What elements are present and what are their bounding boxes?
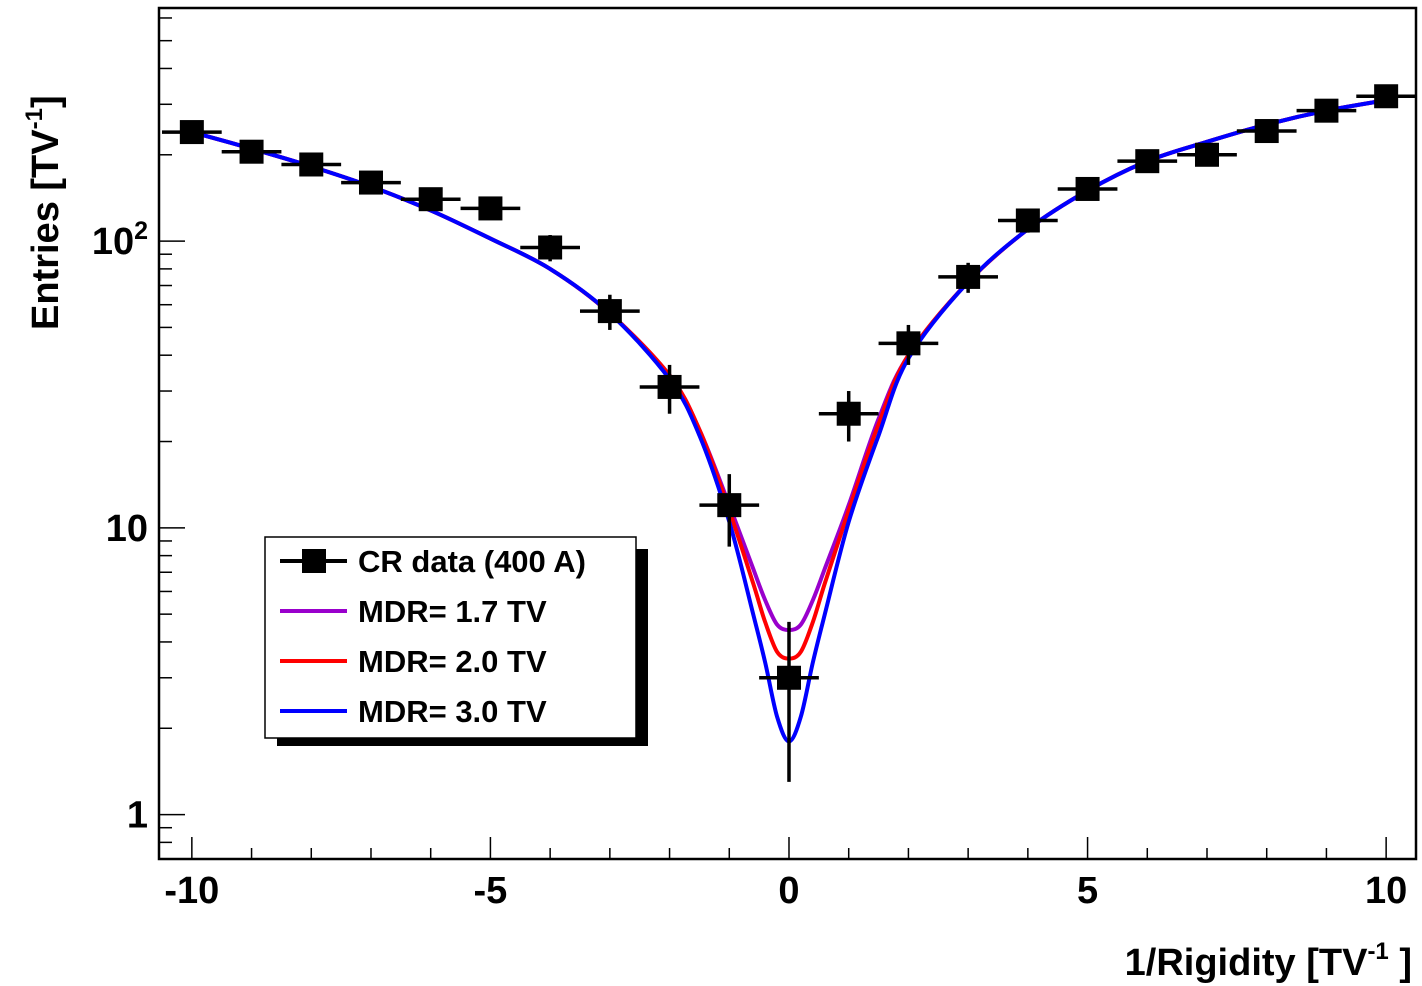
square-marker xyxy=(836,401,861,426)
square-marker xyxy=(1194,142,1219,167)
legend-label: CR data (400 A) xyxy=(358,544,586,579)
square-marker xyxy=(1015,208,1040,233)
data-point xyxy=(997,208,1058,233)
data-point xyxy=(281,152,342,177)
data-point xyxy=(818,391,879,442)
data-points xyxy=(161,84,1416,782)
data-point xyxy=(221,139,282,164)
data-point xyxy=(878,324,939,365)
x-tick-label: 5 xyxy=(1077,870,1098,912)
y-tick-label: 10 xyxy=(106,508,148,550)
legend-box xyxy=(264,536,637,739)
legend-entry: MDR= 3.0 TV xyxy=(280,694,547,729)
data-point xyxy=(1057,176,1118,201)
legend-entry: CR data (400 A) xyxy=(280,544,586,579)
data-point xyxy=(579,294,640,330)
square-marker xyxy=(239,139,264,164)
square-marker xyxy=(538,235,563,260)
data-point xyxy=(1356,84,1416,109)
square-marker xyxy=(597,299,622,324)
x-tick-label: -5 xyxy=(474,870,508,912)
y-axis-label: Entries [TV-1] xyxy=(21,95,67,330)
square-marker xyxy=(1075,176,1100,201)
axis-ticks xyxy=(159,17,1387,860)
tick-labels: -10 -5 0 5 10 1 10 102 xyxy=(92,217,1407,912)
square-marker xyxy=(418,187,443,212)
square-marker xyxy=(1314,98,1339,123)
y-tick-label: 1 xyxy=(127,795,148,837)
legend-entry: MDR= 1.7 TV xyxy=(280,594,547,629)
legend-label: MDR= 3.0 TV xyxy=(358,694,547,729)
square-marker xyxy=(776,665,801,690)
legend-label: MDR= 1.7 TV xyxy=(358,594,547,629)
x-axis-label: 1/Rigidity [TV-1 ] xyxy=(1125,938,1412,984)
square-marker xyxy=(478,196,503,221)
x-tick-label: 0 xyxy=(778,870,799,912)
data-point xyxy=(759,621,819,782)
legend-marker-swatch xyxy=(302,549,326,573)
legend-label: MDR= 2.0 TV xyxy=(358,644,547,679)
data-point xyxy=(699,474,760,547)
data-point xyxy=(341,170,401,195)
plot-frame xyxy=(157,6,1418,861)
legend: CR data (400 A) MDR= 1.7 TV MDR= 2.0 TV MDR… xyxy=(264,536,648,746)
data-point xyxy=(400,187,461,212)
square-marker xyxy=(1254,119,1279,144)
data-point xyxy=(1236,119,1297,144)
data-point xyxy=(460,196,521,221)
data-point xyxy=(938,262,998,293)
data-point xyxy=(520,235,580,262)
x-tick-label: 10 xyxy=(1365,870,1407,912)
legend-entry: MDR= 2.0 TV xyxy=(280,644,547,679)
data-point xyxy=(1177,142,1237,167)
data-point xyxy=(1117,149,1178,174)
square-marker xyxy=(956,264,981,289)
y-tick-label: 102 xyxy=(92,217,148,263)
data-point xyxy=(1296,98,1357,123)
square-marker xyxy=(717,493,742,518)
data-point xyxy=(639,364,700,414)
x-tick-label: -10 xyxy=(164,870,219,912)
square-marker xyxy=(179,120,204,145)
square-marker xyxy=(1135,149,1160,174)
square-marker xyxy=(299,152,324,177)
square-marker xyxy=(896,331,921,356)
square-marker xyxy=(358,170,383,195)
square-marker xyxy=(657,374,682,399)
data-point xyxy=(161,120,222,145)
square-marker xyxy=(1374,84,1399,109)
plot-area xyxy=(157,6,1418,861)
